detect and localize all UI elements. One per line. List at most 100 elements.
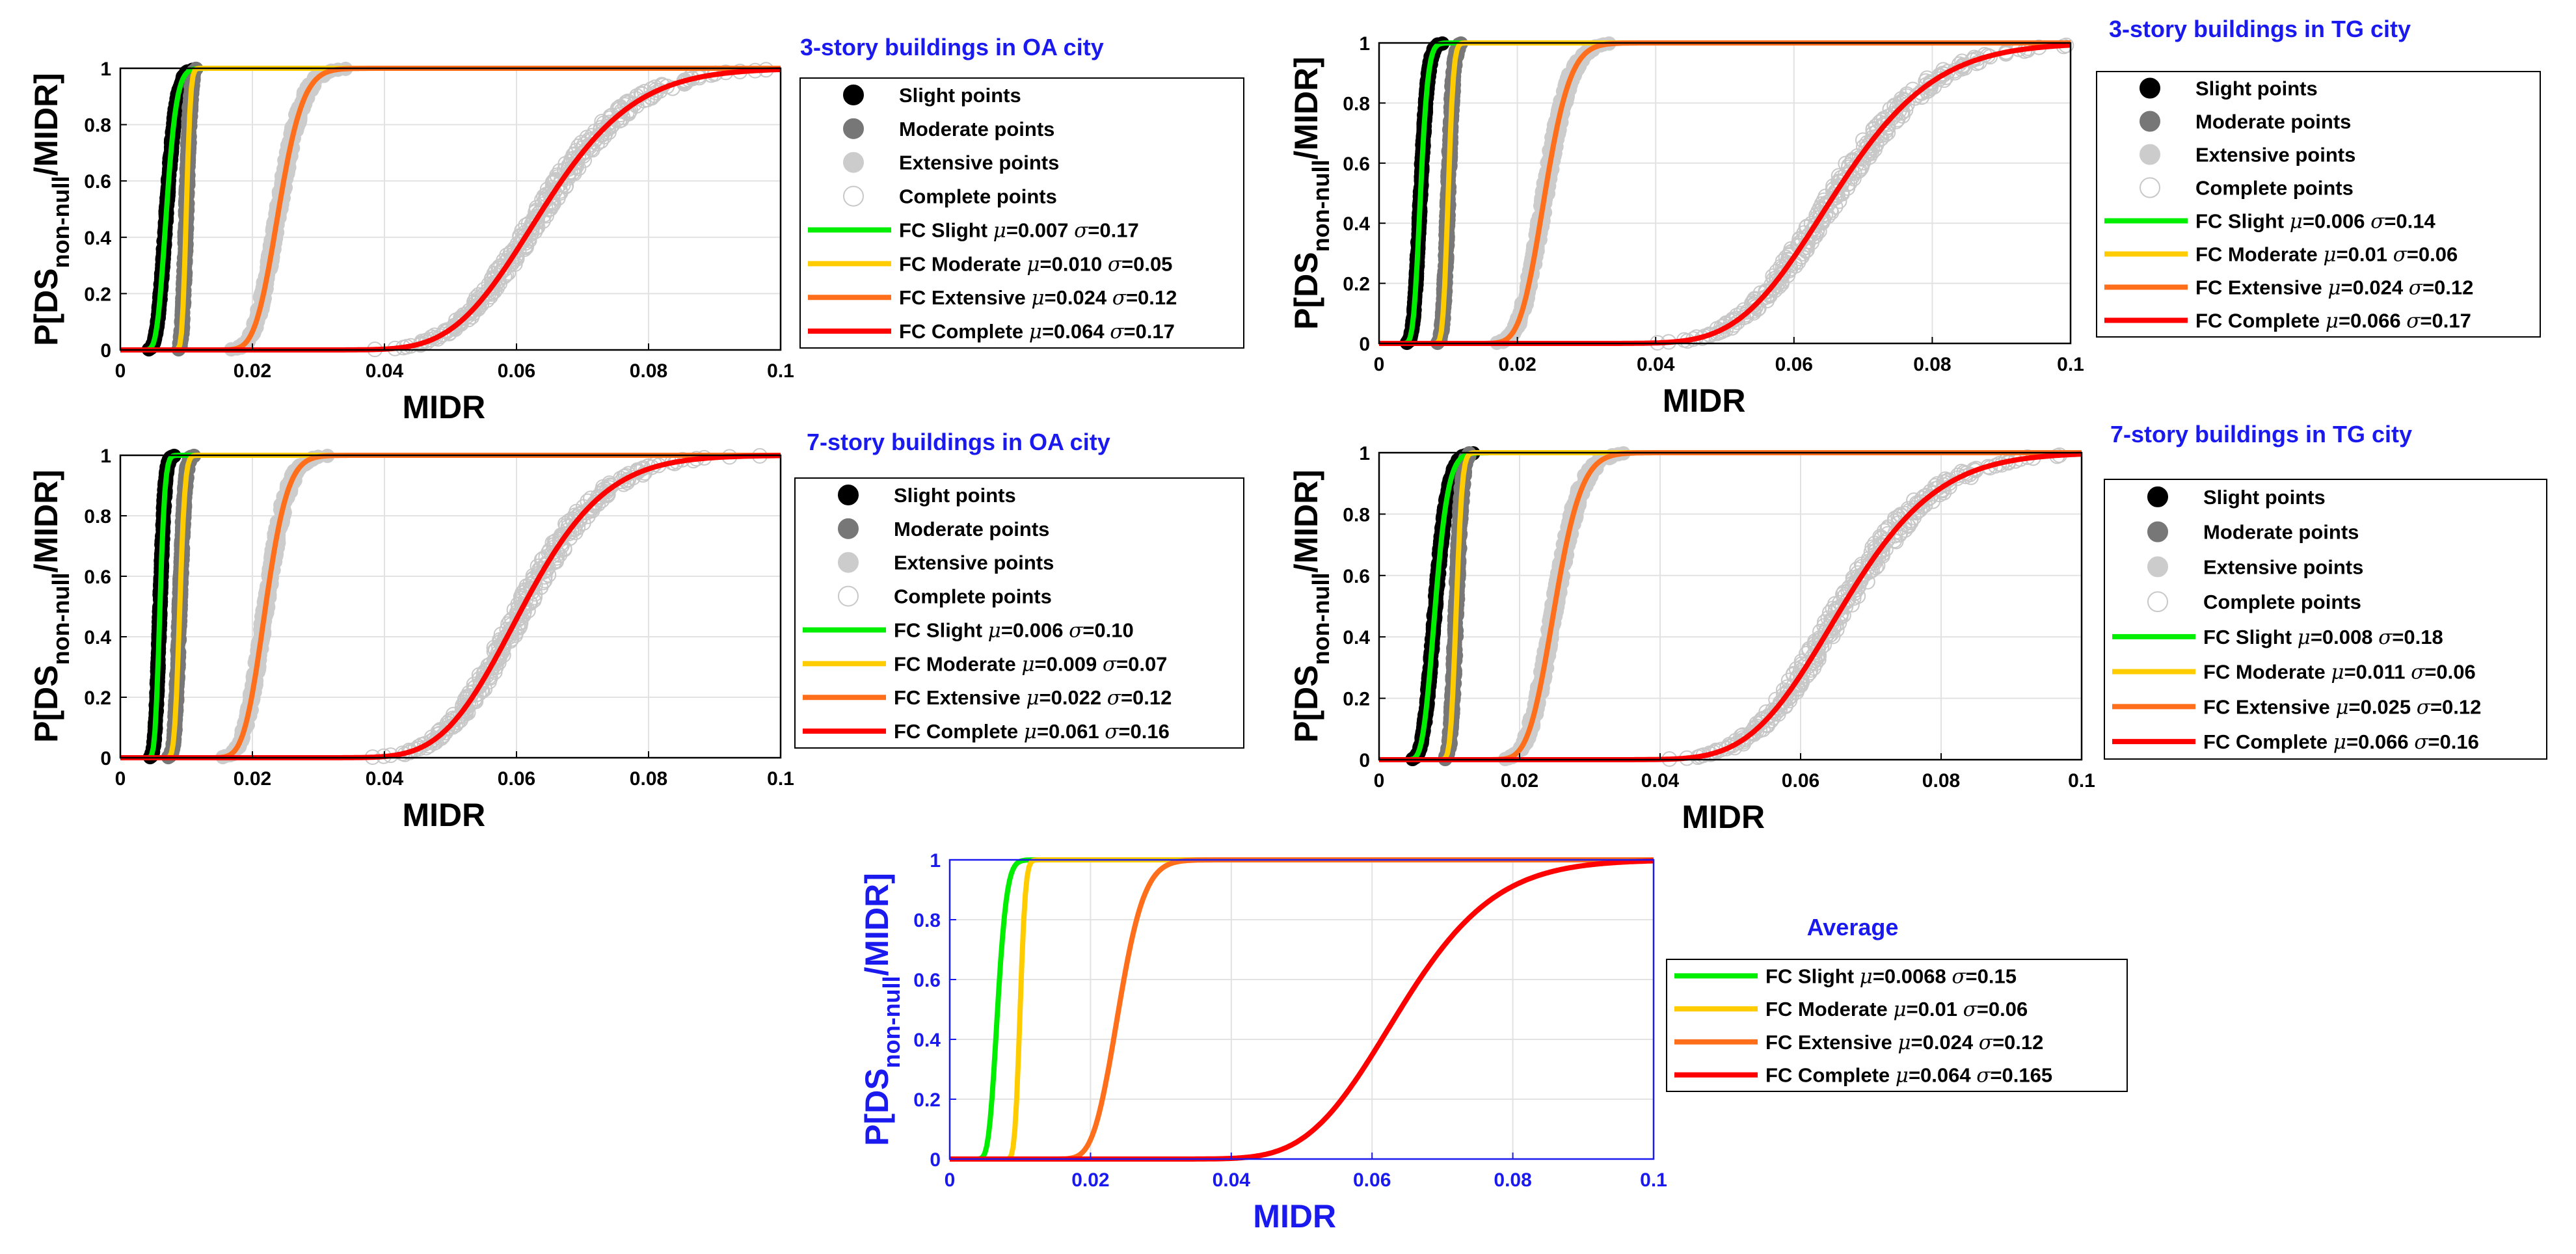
legend-label: FC Extensive μ=0.024 σ=0.12 (899, 286, 1177, 310)
legend-marker-slight-points (2140, 77, 2160, 99)
data-point (1936, 66, 1952, 83)
legend-series-name: FC Moderate (2195, 243, 2323, 266)
legend-label: FC Slight μ=0.007 σ=0.17 (899, 219, 1139, 242)
legend-mu-value: =0.064 (1042, 320, 1110, 343)
y-tick-label: 1 (1359, 33, 1370, 55)
y-tick-label: 0 (1359, 334, 1370, 355)
legend-series-name: FC Complete (2195, 310, 2326, 332)
y-tick-label: 0.6 (84, 567, 111, 588)
legend-label: Slight points (2195, 77, 2318, 100)
legend-sigma-value: =0.12 (1121, 686, 1172, 709)
sigma-symbol: σ (1069, 619, 1083, 642)
sigma-symbol: σ (1107, 686, 1121, 710)
legend-label: Extensive points (2195, 144, 2355, 167)
y-axis-label: P[DSnon-null/MIDR] (28, 470, 74, 743)
legend-series-name: FC Extensive (2195, 276, 2328, 299)
x-tick-label: 0 (1374, 354, 1385, 375)
plot-area (120, 68, 781, 350)
legend-sigma-value: =0.17 (1088, 219, 1138, 241)
y-tick-label: 0.4 (84, 228, 111, 249)
x-axis-label: MIDR (402, 797, 485, 833)
mu-symbol: μ (993, 219, 1006, 242)
y-tick-label: 0.6 (1343, 153, 1370, 175)
legend-series-name: FC Slight (899, 219, 993, 241)
y-tick-label: 0 (100, 748, 111, 769)
legend-series-name: FC Extensive (899, 286, 1031, 309)
legend-mu-value: =0.024 (2341, 276, 2408, 299)
y-tick-label: 0.6 (84, 171, 111, 193)
legend-label: FC Complete μ=0.064 σ=0.17 (899, 320, 1175, 343)
x-tick-label: 0.06 (1775, 354, 1813, 375)
legend-sigma-value: =0.07 (1116, 652, 1167, 675)
mu-symbol: μ (1024, 720, 1037, 743)
data-point (1932, 68, 1948, 85)
legend-label: Moderate points (2195, 111, 2351, 133)
legend-label: Complete points (2195, 177, 2354, 200)
legend-series-name: FC Complete (894, 720, 1024, 743)
legend-label: FC Complete μ=0.066 σ=0.17 (2195, 310, 2471, 333)
y-axis-label-end: /MIDR] (1288, 57, 1324, 159)
y-axis-label: P[DSnon-null/MIDR] (28, 73, 74, 346)
x-tick-label: 0.08 (630, 768, 667, 790)
legend-series-name: FC Extensive (894, 686, 1026, 709)
legend-sigma-value: =0.06 (2407, 243, 2458, 266)
y-axis-label-end: /MIDR] (28, 470, 64, 572)
x-tick-label: 0.1 (767, 360, 794, 382)
legend-mu-value: =0.022 (1039, 686, 1107, 709)
legend-box (799, 77, 1244, 349)
legend-marker-complete-points (843, 185, 864, 207)
legend-mu-value: =0.007 (1006, 219, 1074, 241)
x-tick-label: 0.02 (1498, 354, 1536, 375)
legend-mu-value: =0.01 (2337, 243, 2393, 266)
mu-symbol: μ (1021, 652, 1034, 676)
x-tick-label: 0.08 (630, 360, 667, 382)
legend-marker-extensive-points (2140, 144, 2160, 165)
sigma-symbol: σ (1112, 286, 1127, 310)
legend-label: Extensive points (899, 152, 1059, 174)
x-axis-label: MIDR (1663, 382, 1746, 419)
legend-marker-complete-points (838, 585, 859, 607)
legend-marker-moderate-points (838, 518, 859, 539)
legend-sigma-value: =0.12 (2422, 276, 2473, 299)
legend-marker-complete-points (2140, 177, 2160, 198)
axes-box (119, 454, 782, 759)
y-axis-label-sub: non-null (47, 572, 74, 665)
data-point (535, 564, 551, 580)
mu-symbol: μ (1031, 286, 1044, 310)
legend-series-name: FC Slight (2195, 210, 2290, 233)
sigma-symbol: σ (2406, 310, 2421, 333)
legend-marker-slight-points (838, 484, 859, 505)
y-tick-label: 1 (100, 59, 111, 80)
mu-symbol: μ (1029, 320, 1042, 343)
legend-label: Moderate points (899, 118, 1054, 140)
legend-label: Slight points (894, 484, 1016, 507)
legend-mu-value: =0.010 (1040, 252, 1108, 275)
data-point (1843, 161, 1859, 178)
chart-panel-2: 0 0.02 0.04 0.06 0.08 0.100.20.40.60.81MIDRP[… (1288, 16, 2541, 419)
legend-label: FC Slight μ=0.006 σ=0.14 (2195, 210, 2435, 233)
y-tick-label: 1 (100, 446, 111, 467)
chart-panel-3: 0 0.02 0.04 0.06 0.08 0.100.20.40.60.81MIDRP[… (28, 429, 1244, 833)
y-tick-label: 0.2 (84, 284, 111, 305)
legend-mu-value: =0.006 (1001, 619, 1069, 641)
sigma-symbol: σ (2409, 276, 2423, 300)
chart-title: 7-story buildings in OA city (807, 429, 1110, 455)
legend-mu-value: =0.009 (1035, 652, 1103, 675)
legend-sigma-value: =0.14 (2384, 210, 2435, 233)
legend-label: FC Moderate μ=0.009 σ=0.07 (894, 652, 1167, 676)
x-tick-label: 0.1 (2057, 354, 2084, 375)
legend-box (794, 477, 1244, 749)
sigma-symbol: σ (1108, 252, 1122, 276)
legend-marker-extensive-points (843, 152, 864, 173)
axes-box (119, 67, 782, 351)
chart-panel-4: 0 0.02 0.04 0.06 0.08 0.100.20.40.60.81MIDRP[… (1288, 421, 2547, 835)
legend-marker-slight-points (843, 84, 864, 105)
y-axis-label-sub: non-null (47, 176, 74, 268)
legend-series-name: FC Complete (899, 320, 1029, 343)
y-tick-label: 0.8 (1343, 93, 1370, 114)
x-tick-label: 0.1 (767, 768, 794, 790)
chart-title: 3-story buildings in TG city (2109, 16, 2411, 42)
